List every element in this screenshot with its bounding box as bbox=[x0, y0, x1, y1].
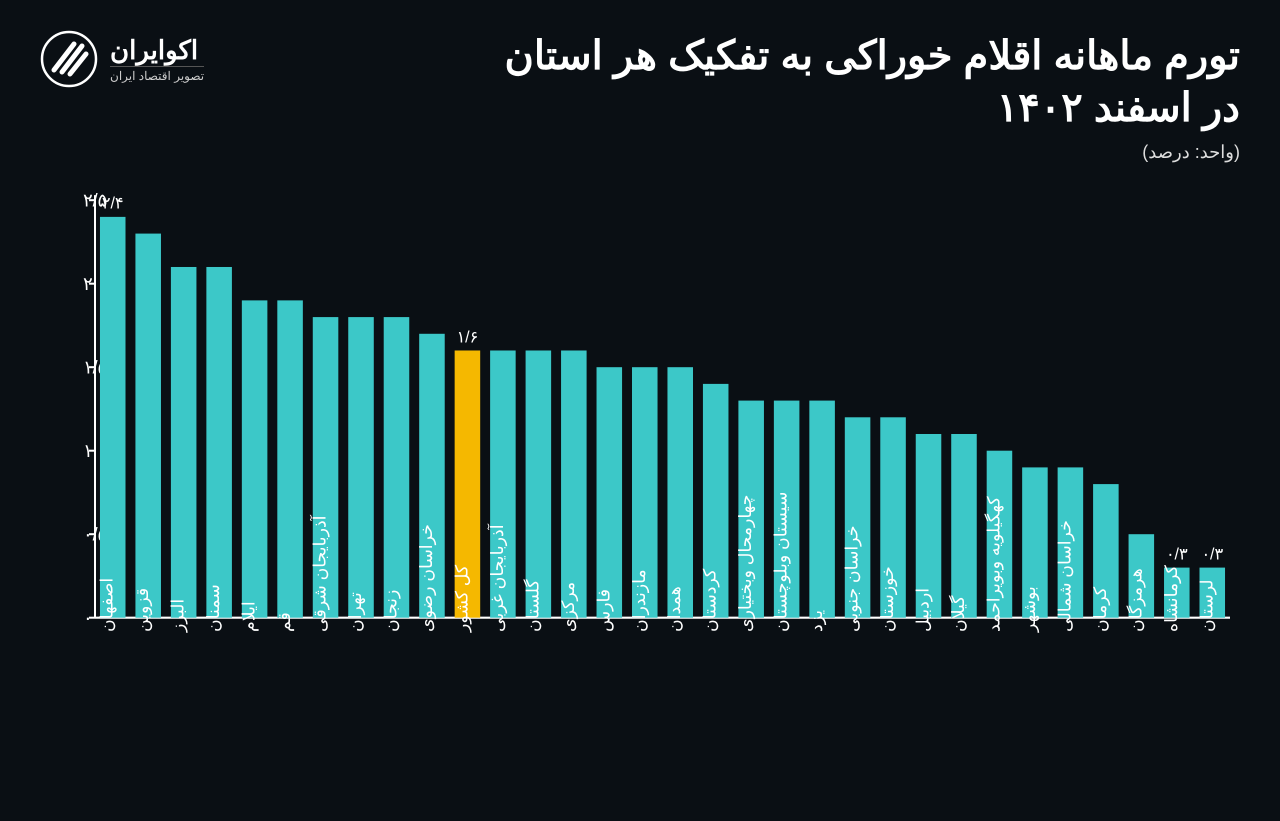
category-label: کل کشور bbox=[452, 564, 473, 633]
bar bbox=[526, 350, 552, 617]
category-label: همدان bbox=[664, 586, 684, 632]
category-label: سمنان bbox=[203, 584, 223, 632]
bar bbox=[348, 317, 374, 618]
bar bbox=[667, 367, 693, 618]
category-label: کرمان bbox=[1090, 586, 1111, 632]
chart-title: تورم ماهانه اقلام خوراکی به تفکیک هر است… bbox=[504, 30, 1240, 134]
bar bbox=[171, 267, 197, 618]
logo-subtitle: تصویر اقتصاد ایران bbox=[110, 66, 204, 83]
category-label: هرمزگان bbox=[1125, 568, 1146, 632]
category-label: کهگیلویه وبویراحمد bbox=[984, 496, 1005, 632]
bar bbox=[809, 401, 835, 618]
category-label: سیستان وبلوچستان bbox=[771, 492, 792, 632]
bar bbox=[384, 317, 410, 618]
category-label: البرز bbox=[168, 599, 189, 633]
category-label: خوزستان bbox=[877, 566, 898, 632]
category-label: خراسان شمالی bbox=[1055, 520, 1076, 632]
bar bbox=[277, 300, 303, 617]
logo-title: اکوایران bbox=[110, 35, 204, 66]
category-label: لرستان bbox=[1196, 579, 1217, 632]
bar-chart: ۰۰/۵۱۱/۵۲۲/۵۲/۴۱/۶۰/۳۰/۳اصفهانقزوینالبرز… bbox=[40, 190, 1240, 801]
category-label: بوشهر bbox=[1019, 586, 1040, 633]
category-label: مازندران bbox=[629, 569, 650, 632]
bar bbox=[206, 267, 232, 618]
bar-value-label: ۱/۶ bbox=[457, 328, 479, 346]
bar-value-label: ۲/۴ bbox=[102, 195, 124, 213]
category-label: قم bbox=[274, 612, 295, 632]
category-label: قزوین bbox=[132, 588, 153, 632]
category-label: فارس bbox=[593, 589, 614, 632]
y-axis-tick-label: ۱ bbox=[83, 441, 93, 461]
bar-value-label: ۰/۳ bbox=[1166, 545, 1188, 563]
category-label: اردبیل bbox=[913, 588, 934, 632]
category-label: آذربایجان غربی bbox=[486, 523, 508, 632]
category-label: تهران bbox=[345, 592, 366, 632]
chart-unit: (واحد: درصد) bbox=[504, 142, 1240, 163]
category-label: گلستان bbox=[523, 579, 543, 632]
bar bbox=[242, 300, 268, 617]
y-axis-tick-label: ۰ bbox=[83, 608, 93, 628]
category-label: کردستان bbox=[700, 568, 721, 632]
logo: اکوایران تصویر اقتصاد ایران bbox=[40, 30, 204, 88]
bar bbox=[597, 367, 623, 618]
category-label: مرکزی bbox=[558, 582, 579, 632]
category-label: گیلان bbox=[948, 595, 968, 632]
category-label: زنجان bbox=[381, 590, 402, 632]
category-label: یزد bbox=[806, 610, 827, 632]
logo-icon bbox=[40, 30, 98, 88]
bar bbox=[135, 234, 161, 618]
bar bbox=[951, 434, 977, 618]
category-label: خراسان رضوی bbox=[416, 524, 437, 632]
category-label: خراسان جنوبی bbox=[842, 526, 863, 632]
category-label: ایلام bbox=[239, 601, 260, 632]
category-label: آذربایجان شرقی bbox=[309, 514, 331, 632]
bar bbox=[561, 350, 587, 617]
y-axis-tick-label: ۲ bbox=[83, 274, 93, 294]
category-label: اصفهان bbox=[97, 578, 118, 632]
category-label: کرمانشاه bbox=[1161, 564, 1182, 632]
category-label: چهارمحال وبختیاری bbox=[735, 495, 756, 632]
bar bbox=[100, 217, 126, 618]
bar-value-label: ۰/۳ bbox=[1201, 545, 1223, 563]
